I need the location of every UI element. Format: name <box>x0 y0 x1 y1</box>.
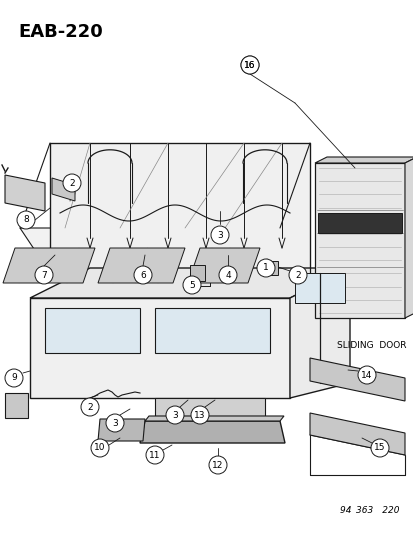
Circle shape <box>240 56 259 74</box>
Text: 14: 14 <box>361 370 372 379</box>
Polygon shape <box>50 143 309 273</box>
Polygon shape <box>145 416 283 421</box>
Polygon shape <box>190 265 204 281</box>
Polygon shape <box>45 308 140 353</box>
Circle shape <box>218 266 236 284</box>
Polygon shape <box>154 398 264 416</box>
Polygon shape <box>188 248 259 283</box>
Text: 13: 13 <box>194 410 205 419</box>
Text: 5: 5 <box>189 280 195 289</box>
Polygon shape <box>30 268 349 298</box>
Polygon shape <box>317 213 401 233</box>
Circle shape <box>63 174 81 192</box>
Text: 15: 15 <box>373 443 385 453</box>
Polygon shape <box>98 248 185 283</box>
Polygon shape <box>264 261 277 275</box>
Circle shape <box>134 266 152 284</box>
Polygon shape <box>98 419 145 441</box>
Polygon shape <box>30 298 289 398</box>
Polygon shape <box>314 163 404 318</box>
Polygon shape <box>289 268 349 398</box>
Polygon shape <box>309 358 404 401</box>
Circle shape <box>91 439 109 457</box>
Circle shape <box>166 406 183 424</box>
Polygon shape <box>3 248 95 283</box>
Polygon shape <box>140 421 284 443</box>
Circle shape <box>17 211 35 229</box>
Text: 11: 11 <box>149 450 160 459</box>
Text: 7: 7 <box>41 271 47 279</box>
Text: EAB-220: EAB-220 <box>18 23 102 41</box>
Text: 6: 6 <box>140 271 145 279</box>
Circle shape <box>146 446 164 464</box>
Polygon shape <box>404 157 413 318</box>
Circle shape <box>211 226 228 244</box>
Circle shape <box>35 266 53 284</box>
Text: 94 363 220: 94 363 220 <box>339 506 399 515</box>
Circle shape <box>288 266 306 284</box>
Text: 9: 9 <box>11 374 17 383</box>
Text: 12: 12 <box>212 461 223 470</box>
Text: 3: 3 <box>216 230 222 239</box>
Polygon shape <box>154 308 269 353</box>
Text: 3: 3 <box>112 418 118 427</box>
Circle shape <box>190 406 209 424</box>
Text: 16: 16 <box>244 61 255 69</box>
Circle shape <box>209 456 226 474</box>
Text: 4: 4 <box>225 271 230 279</box>
Text: 10: 10 <box>94 443 105 453</box>
Polygon shape <box>5 175 45 211</box>
Circle shape <box>370 439 388 457</box>
Circle shape <box>357 366 375 384</box>
Text: 8: 8 <box>23 215 29 224</box>
Circle shape <box>106 414 124 432</box>
Polygon shape <box>294 273 344 303</box>
Text: 16: 16 <box>244 61 255 69</box>
Text: 2: 2 <box>87 402 93 411</box>
Circle shape <box>240 56 259 74</box>
Text: 2: 2 <box>294 271 300 279</box>
Polygon shape <box>314 157 413 163</box>
Circle shape <box>183 276 201 294</box>
Circle shape <box>5 369 23 387</box>
Polygon shape <box>5 393 28 418</box>
Circle shape <box>81 398 99 416</box>
Text: 3: 3 <box>172 410 178 419</box>
Polygon shape <box>52 178 75 201</box>
Text: 1: 1 <box>263 263 268 272</box>
Circle shape <box>256 259 274 277</box>
Polygon shape <box>20 228 309 273</box>
Text: SLIDING  DOOR: SLIDING DOOR <box>336 341 406 350</box>
Polygon shape <box>309 413 404 455</box>
Text: 2: 2 <box>69 179 75 188</box>
